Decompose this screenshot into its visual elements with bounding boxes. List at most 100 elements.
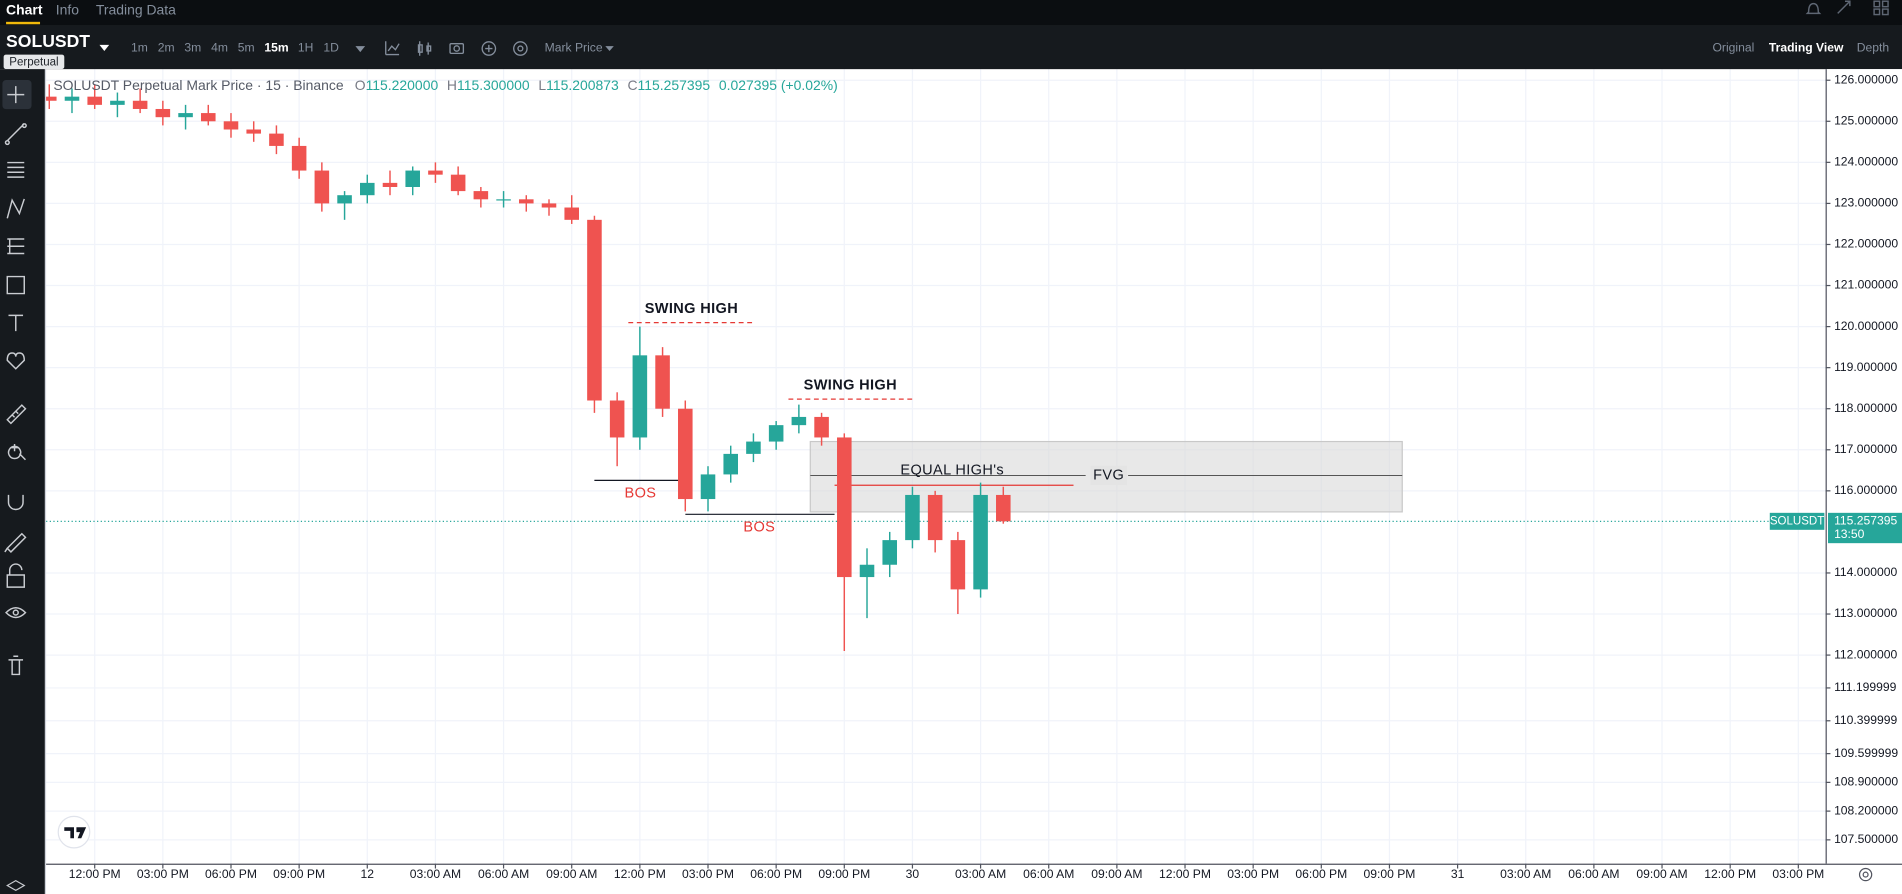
annotation: BOS [743,520,775,536]
candle-body [155,108,171,118]
tab[interactable]: Trading Data [96,2,176,18]
layers-icon[interactable] [6,879,26,892]
drawing-tools [4,86,27,676]
popout-icon[interactable] [1837,0,1851,14]
interval-option[interactable]: 5m [238,41,255,55]
candle-body [564,207,579,220]
active-tab-indicator [6,21,41,25]
candle-body [428,170,443,175]
tool-icon[interactable] [5,607,27,619]
x-tick-label: 06:00 AM [478,867,529,881]
legend-l-label: L [538,77,546,93]
symbol[interactable]: SOLUSDT [6,31,90,51]
x-tick-label: 03:00 PM [1772,867,1824,881]
x-tick-label: 09:00 PM [1364,867,1416,881]
chart-type-icon[interactable] [417,41,432,56]
x-tick-label: 09:00 PM [273,867,325,881]
axis-settings-icon[interactable] [1858,867,1873,882]
tool-icon[interactable] [8,655,24,676]
layout-cell [1881,8,1889,16]
indicators-icon[interactable] [385,41,400,56]
view-option[interactable]: Trading View [1769,41,1844,55]
interval-option[interactable]: 4m [211,41,228,55]
candle-body [541,203,557,208]
interval-option[interactable]: 2m [158,41,175,55]
tool-icon[interactable] [6,404,27,425]
candle-body [632,355,648,438]
x-tick-label: 09:00 AM [546,867,597,881]
legend-h-label: H [447,77,457,93]
y-tick-label: 111.199999 [1834,680,1897,694]
candle-body [814,416,829,438]
view-option[interactable]: Original [1713,41,1755,55]
interval-option[interactable]: 1m [131,41,148,55]
tool-icon[interactable] [4,532,27,553]
layout-icon[interactable] [1873,0,1889,16]
tool-icon[interactable] [4,123,27,146]
y-tick-label: 108.900000 [1834,775,1898,789]
price-type[interactable]: Mark Price [545,41,603,55]
tool-icon[interactable] [6,198,25,219]
candle-body [996,494,1011,522]
tool-icon[interactable] [7,494,24,511]
last-price-label-bg [1828,512,1902,544]
x-tick-label: 30 [906,867,920,881]
layout-cell [1873,0,1881,8]
y-tick-label: 116.000000 [1834,483,1897,497]
symbol-dropdown[interactable] [99,44,110,51]
x-tick-label: 12:00 PM [1159,867,1211,881]
candle-body [269,133,284,146]
interval-option[interactable]: 1D [323,41,339,55]
tab-bar [0,0,1902,26]
tradingview-logo[interactable] [57,815,91,849]
settings-circle [513,41,528,56]
x-tick-label: 03:00 PM [1227,867,1279,881]
tool-icon[interactable] [6,563,25,588]
axes: 126.000000 125.000000 124.000000 123.000000… [69,72,1902,881]
x-tick-label: 12 [361,867,375,881]
legend-change: 0.027395 (+0.02%) [719,77,838,93]
interval-dropdown[interactable] [355,46,366,53]
candle-body [87,96,102,105]
add-icon[interactable] [481,41,497,56]
candle-body [178,113,193,118]
x-tick-label: 03:00 PM [682,867,734,881]
notification-icon[interactable] [1805,2,1822,15]
candle-body [950,540,966,590]
tab[interactable]: Chart [6,2,43,18]
candle-body [223,121,239,130]
x-tick-label: 09:00 AM [1636,867,1687,881]
candle-body [973,494,988,590]
tab[interactable]: Info [56,2,79,18]
candle-body [473,191,489,200]
x-tick-label: 12:00 PM [614,867,666,881]
tool-icon[interactable] [7,86,25,104]
interval-option[interactable]: 1H [298,41,313,55]
y-tick-label: 112.000000 [1834,647,1897,661]
tool-icon[interactable] [7,443,26,461]
tool-icon[interactable] [6,275,25,295]
candle-body [700,474,716,500]
interval-option[interactable]: 15m [264,41,288,55]
x-tick-label: 09:00 PM [818,867,870,881]
settings-dot [517,45,524,52]
price-axis [1825,69,1902,864]
interval-option[interactable]: 3m [184,41,201,55]
screenshot-icon[interactable] [449,43,465,55]
candle-body [110,100,125,105]
view-option[interactable]: Depth [1857,41,1889,55]
tool-icon[interactable] [8,314,24,332]
last-price-value: 115.257395 [1834,514,1897,528]
drawing-toolbar [0,69,45,894]
candle-body [791,416,807,426]
tool-icon[interactable] [7,161,25,178]
price-type-dropdown[interactable] [605,46,614,51]
candle-body [314,170,330,204]
candle-body [291,145,307,171]
settings-icon[interactable] [513,41,528,56]
tool-icon[interactable] [6,352,25,370]
candle-body [382,182,398,187]
tool-icon[interactable] [7,238,25,255]
